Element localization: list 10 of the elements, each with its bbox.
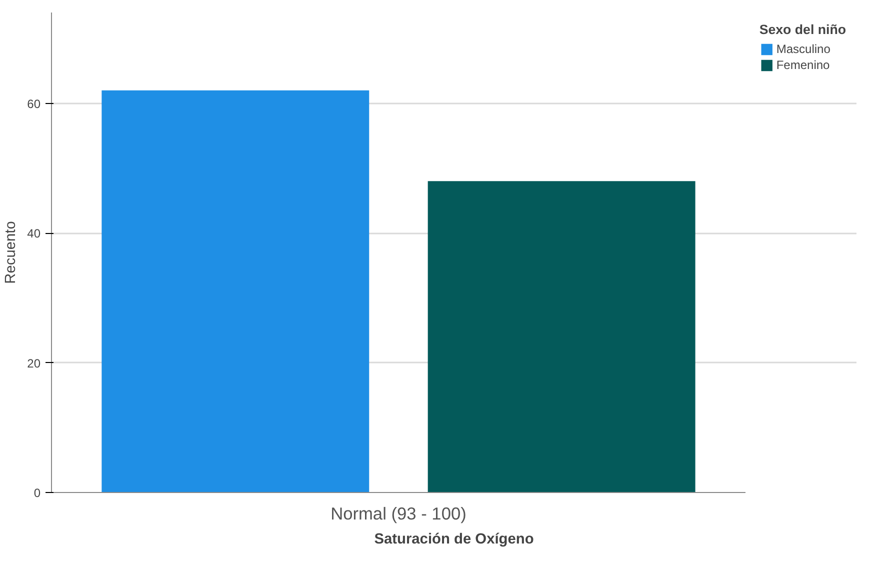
legend-label: Femenino	[776, 58, 830, 72]
x-axis-title: Saturación de Oxígeno	[374, 532, 534, 548]
y-tick-label: 20	[27, 356, 41, 370]
y-tick-label: 0	[34, 486, 41, 500]
y-axis-title: Recuento	[3, 221, 20, 284]
y-tick-label: 40	[27, 226, 41, 241]
y-tick-label: 60	[27, 96, 41, 111]
x-tick-label: Normal (93 - 100)	[330, 504, 466, 524]
legend-label: Masculino	[776, 42, 830, 56]
legend-title: Sexo del niño	[759, 22, 846, 37]
